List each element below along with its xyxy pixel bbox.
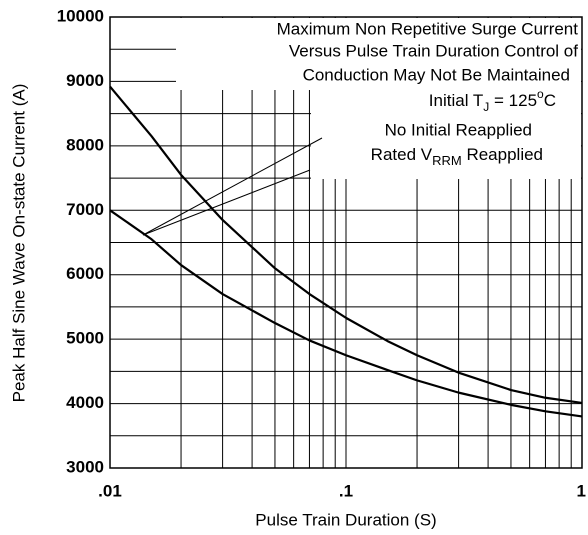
annotation-part: Reapplied xyxy=(462,145,543,164)
curve xyxy=(109,209,583,418)
y-tick-label: 6000 xyxy=(66,264,104,283)
x-tick-label: .1 xyxy=(339,481,353,500)
y-axis-label: Peak Half Sine Wave On-state Current (A) xyxy=(9,84,28,403)
y-tick-label: 7000 xyxy=(66,200,104,219)
annotation: Maximum Non Repetitive Surge Current xyxy=(277,19,579,38)
plot-frame xyxy=(109,16,583,469)
x-axis-label: Pulse Train Duration (S) xyxy=(255,510,436,529)
curves xyxy=(109,85,583,418)
annotation-box xyxy=(311,89,581,179)
annotation-part: = 125 xyxy=(489,91,537,110)
annotation: Versus Pulse Train Duration Control of xyxy=(289,41,578,60)
leader-line xyxy=(142,169,311,236)
annotation-part: Initial T xyxy=(429,91,484,110)
annotation: No Initial Reapplied xyxy=(385,120,532,139)
x-tick-label: .01 xyxy=(98,481,122,500)
annotation-part: C xyxy=(544,91,556,110)
annotation-sub: RRM xyxy=(432,153,462,168)
annotation: Initial TJ = 125oC xyxy=(429,87,556,114)
annotation-box xyxy=(176,18,581,90)
annotation-sup: o xyxy=(537,87,544,101)
annotation: Conduction May Not Be Maintained xyxy=(303,65,570,84)
x-tick-label: 1 xyxy=(577,481,586,500)
leader-line xyxy=(142,137,323,236)
y-tick-label: 10000 xyxy=(57,6,104,25)
y-tick-label: 8000 xyxy=(66,135,104,154)
y-tick-label: 9000 xyxy=(66,71,104,90)
y-tick-label: 5000 xyxy=(66,329,104,348)
annotation: Rated VRRM Reapplied xyxy=(371,145,543,168)
y-tick-label: 3000 xyxy=(66,457,104,476)
annotation-part: Rated V xyxy=(371,145,433,164)
y-tick-label: 4000 xyxy=(66,393,104,412)
curve xyxy=(109,85,583,405)
annotation-sub: J xyxy=(483,100,489,114)
